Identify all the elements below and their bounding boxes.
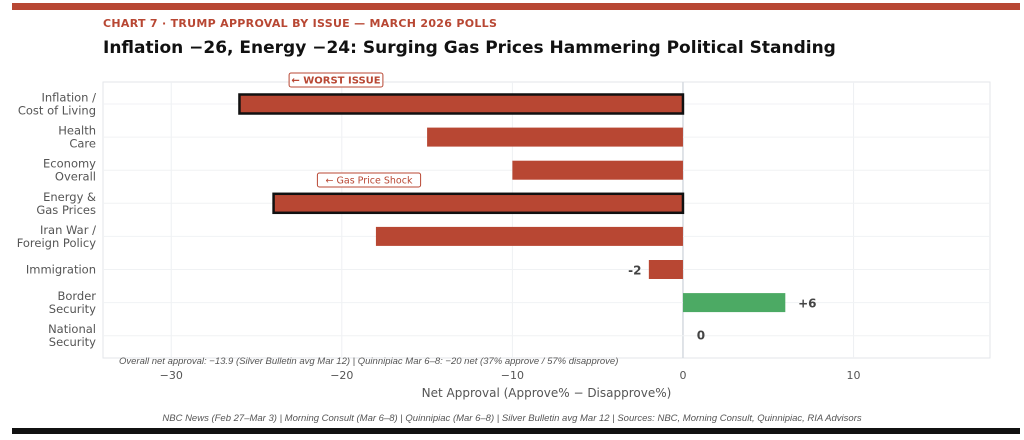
data-label: 0	[697, 329, 705, 343]
x-tick-label: −30	[160, 369, 183, 382]
chart-kicker: CHART 7 · TRUMP APPROVAL BY ISSUE — MARC…	[103, 17, 498, 30]
annotation-box	[288, 72, 384, 88]
annotation-label: ← WORST ISSUE	[291, 76, 380, 87]
y-tick-label: Economy Overall	[43, 157, 96, 184]
x-tick-label: 0	[679, 369, 686, 382]
y-tick-label: Energy & Gas Prices	[36, 190, 96, 217]
annotation-label: ← Gas Price Shock	[326, 176, 413, 187]
bar	[272, 192, 685, 215]
annotation-box	[316, 172, 422, 188]
x-tick-label: −20	[330, 369, 353, 382]
bar	[427, 127, 683, 147]
x-axis-label: Net Approval (Approve% − Disapprove%)	[422, 386, 672, 400]
data-label: +6	[798, 297, 816, 311]
plot-area	[102, 81, 991, 359]
top-accent-bar	[12, 3, 1020, 10]
y-tick-label: Border Security	[49, 289, 96, 316]
chart-footer: NBC News (Feb 27–Mar 3) | Morning Consul…	[162, 413, 862, 424]
y-tick-label: Iran War / Foreign Policy	[17, 223, 97, 250]
chart-note: Overall net approval: −13.9 (Silver Bull…	[119, 356, 618, 367]
x-tick-label: 10	[847, 369, 861, 382]
bottom-bar	[12, 428, 1020, 434]
data-label: -2	[628, 264, 641, 278]
chart-title: Inflation −26, Energy −24: Surging Gas P…	[103, 38, 836, 58]
bar	[682, 293, 786, 313]
bar	[238, 93, 685, 115]
y-tick-label: Health Care	[58, 124, 96, 151]
y-tick-label: Inflation / Cost of Living	[18, 91, 96, 118]
bar	[648, 260, 683, 279]
bar	[375, 226, 683, 246]
x-tick-label: −10	[501, 369, 524, 382]
y-tick-label: Immigration	[26, 263, 96, 277]
y-tick-label: National Security	[48, 322, 96, 349]
bar	[512, 160, 683, 180]
